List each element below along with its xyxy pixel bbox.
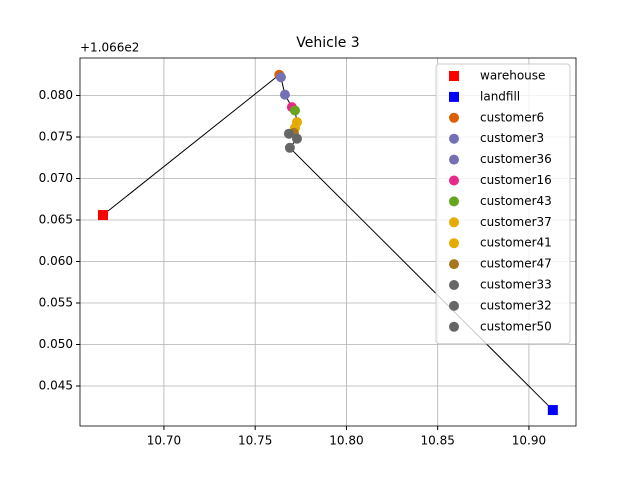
legend-label: customer33 bbox=[480, 278, 552, 292]
point bbox=[291, 133, 302, 144]
legend-label: landfill bbox=[480, 89, 520, 103]
legend-marker bbox=[449, 321, 459, 332]
legend-box bbox=[435, 63, 571, 345]
legend-marker bbox=[449, 175, 459, 186]
point bbox=[97, 210, 108, 221]
legend-marker bbox=[449, 71, 459, 81]
x-tick-label: 10.90 bbox=[512, 434, 546, 448]
y-tick-label: 0.065 bbox=[39, 213, 73, 227]
legend-label: customer43 bbox=[480, 194, 552, 208]
legend-label: warehouse bbox=[480, 69, 545, 83]
y-tick-label: 0.080 bbox=[39, 88, 73, 102]
legend-label: customer36 bbox=[480, 152, 552, 166]
point bbox=[289, 105, 300, 116]
y-tick-label: 0.070 bbox=[39, 171, 73, 185]
x-tick-label: 10.80 bbox=[329, 434, 363, 448]
legend-label: customer37 bbox=[480, 215, 552, 229]
chart-title: Vehicle 3 bbox=[296, 35, 359, 51]
x-tick-label: 10.75 bbox=[238, 434, 272, 448]
legend-marker bbox=[449, 112, 459, 123]
y-tick-label: 0.075 bbox=[39, 130, 73, 144]
x-tick-label: 10.85 bbox=[420, 434, 454, 448]
legend-label: customer41 bbox=[480, 236, 552, 250]
legend-label: customer3 bbox=[480, 131, 544, 145]
legend-marker bbox=[449, 300, 459, 311]
plot-frame bbox=[79, 57, 577, 427]
legend-marker bbox=[449, 196, 459, 207]
legend-marker bbox=[449, 217, 459, 228]
legend-marker bbox=[449, 238, 459, 249]
legend-marker bbox=[449, 259, 459, 270]
y-tick-label: 0.055 bbox=[39, 296, 73, 310]
x-tick-label: 10.70 bbox=[147, 434, 181, 448]
legend-marker bbox=[449, 91, 459, 102]
y-offset-label: +1.066e2 bbox=[80, 41, 139, 55]
point bbox=[283, 128, 294, 139]
legend-label: customer6 bbox=[480, 110, 544, 124]
legend-marker bbox=[449, 154, 459, 165]
point bbox=[547, 405, 558, 416]
legend-label: customer50 bbox=[480, 319, 552, 333]
y-tick-label: 0.060 bbox=[39, 254, 73, 268]
y-tick-label: 0.050 bbox=[39, 337, 73, 351]
legend-label: customer32 bbox=[480, 298, 552, 312]
point bbox=[279, 89, 290, 100]
point bbox=[275, 72, 286, 83]
legend-label: customer47 bbox=[480, 257, 552, 271]
legend-marker bbox=[449, 133, 459, 144]
point bbox=[284, 142, 295, 153]
legend-marker bbox=[449, 280, 459, 290]
y-tick-label: 0.045 bbox=[39, 378, 73, 392]
legend-label: customer16 bbox=[480, 173, 552, 187]
